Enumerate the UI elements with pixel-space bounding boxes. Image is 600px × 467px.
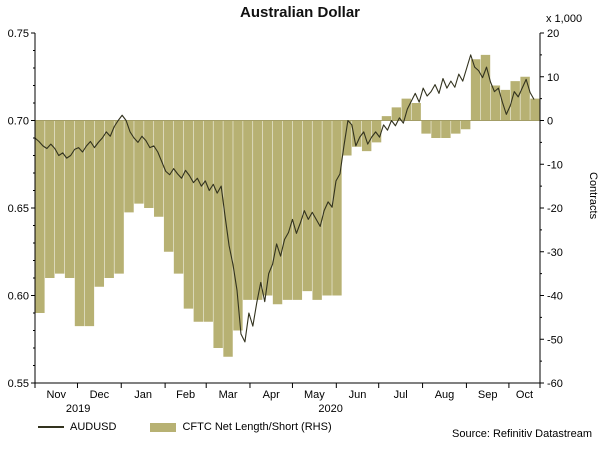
cftc-bar xyxy=(154,120,164,217)
cftc-bar xyxy=(74,120,85,327)
month-label: Jan xyxy=(134,389,152,401)
cftc-bar xyxy=(510,81,520,121)
legend-item-cftc: CFTC Net Length/Short (RHS) xyxy=(150,421,332,433)
right-tick-label: 0 xyxy=(547,116,553,128)
cftc-bar xyxy=(134,120,144,204)
right-tick-label: -20 xyxy=(547,203,563,215)
cftc-bar xyxy=(55,120,65,274)
right-tick-label: -10 xyxy=(547,159,563,171)
month-label: May xyxy=(304,389,325,401)
cftc-bar xyxy=(282,120,293,300)
right-tick-label: 20 xyxy=(547,28,559,40)
right-axis-title: Contracts xyxy=(587,172,599,220)
cftc-bar xyxy=(342,120,352,156)
cftc-bar xyxy=(520,76,530,121)
audusd-line-series xyxy=(34,54,535,343)
right-tick-label: -50 xyxy=(547,334,563,346)
legend-item-audusd: AUDUSD xyxy=(38,421,116,433)
audusd-line-swatch xyxy=(38,426,64,428)
cftc-bar xyxy=(253,120,263,300)
legend-label-audusd: AUDUSD xyxy=(70,421,117,433)
cftc-bar xyxy=(213,120,223,348)
month-label: Aug xyxy=(435,389,455,401)
cftc-bar xyxy=(144,120,154,208)
chart-title: Australian Dollar xyxy=(239,4,361,21)
month-label: Mar xyxy=(219,389,238,401)
cftc-bar xyxy=(391,107,402,121)
left-tick-label: 0.65 xyxy=(8,203,29,215)
cftc-bar xyxy=(262,120,273,296)
cftc-bar xyxy=(411,103,421,121)
left-tick-label: 0.60 xyxy=(8,291,29,303)
right-tick-label: 10 xyxy=(547,72,559,84)
cftc-bar xyxy=(183,120,194,309)
month-label: Apr xyxy=(263,389,280,401)
right-tick-label: -60 xyxy=(547,378,563,390)
cftc-bar xyxy=(490,85,501,121)
month-label: Oct xyxy=(516,389,533,401)
left-tick-label: 0.75 xyxy=(8,28,29,40)
cftc-bar xyxy=(530,98,540,121)
left-axis-ticks: 0.55 0.60 0.65 0.70 0.75 xyxy=(8,28,35,390)
cftc-bar xyxy=(104,120,114,278)
cftc-bar xyxy=(84,120,95,327)
cftc-bar xyxy=(421,120,431,134)
cftc-bar xyxy=(332,120,342,296)
right-tick-label: -30 xyxy=(547,247,563,259)
year-label: 2019 xyxy=(66,403,90,415)
cftc-bar xyxy=(500,89,510,121)
cftc-bar xyxy=(243,120,253,300)
cftc-bar xyxy=(173,120,184,274)
cftc-bar-swatch xyxy=(150,422,177,432)
cftc-bar xyxy=(292,120,303,300)
month-label: Sep xyxy=(478,389,498,401)
cftc-bar xyxy=(272,120,283,305)
cftc-bars-series xyxy=(35,54,540,357)
cftc-bar xyxy=(193,120,204,322)
month-label: Jun xyxy=(349,389,367,401)
cftc-bar xyxy=(45,120,55,278)
cftc-bar xyxy=(233,120,243,331)
year-label: 2020 xyxy=(318,403,342,415)
x-axis-ticks: Nov Dec Jan Feb Mar Apr May Jun Jul Aug Sep Oct 2019… xyxy=(34,383,541,415)
cftc-bar xyxy=(203,120,213,322)
cftc-bar xyxy=(441,120,451,138)
cftc-bar xyxy=(431,120,441,138)
cftc-bar xyxy=(163,120,174,252)
cftc-bar xyxy=(451,120,461,134)
month-label: Feb xyxy=(176,389,195,401)
cftc-bar xyxy=(470,59,481,121)
left-tick-label: 0.55 xyxy=(8,378,29,390)
legend-label-cftc: CFTC Net Length/Short (RHS) xyxy=(182,421,332,433)
cftc-bar xyxy=(381,116,392,121)
month-label: Dec xyxy=(90,389,110,401)
cftc-bar xyxy=(361,120,372,152)
cftc-bar xyxy=(35,120,45,313)
cftc-bar xyxy=(124,120,134,213)
cftc-bar xyxy=(480,54,491,121)
cftc-bar xyxy=(371,120,382,143)
cftc-bar xyxy=(114,120,124,274)
cftc-bar xyxy=(322,120,332,296)
cftc-bar xyxy=(352,120,362,147)
cftc-bar xyxy=(94,120,105,287)
cftc-bar xyxy=(312,120,322,300)
month-label: Nov xyxy=(46,389,66,401)
right-tick-label: -40 xyxy=(547,291,563,303)
cftc-bar xyxy=(401,98,411,121)
cftc-bar xyxy=(64,120,75,278)
right-axis-unit-label: x 1,000 xyxy=(546,13,583,25)
cftc-bar xyxy=(460,120,471,130)
month-label: Jul xyxy=(394,389,408,401)
left-tick-label: 0.70 xyxy=(8,116,29,128)
source-text: Source: Refinitiv Datastream xyxy=(452,428,592,440)
right-axis-ticks: -60 -50 -40 -30 -20 -10 0 10 20 xyxy=(540,28,563,390)
legend: AUDUSD CFTC Net Length/Short (RHS) xyxy=(38,421,332,433)
cftc-bar xyxy=(302,120,312,292)
